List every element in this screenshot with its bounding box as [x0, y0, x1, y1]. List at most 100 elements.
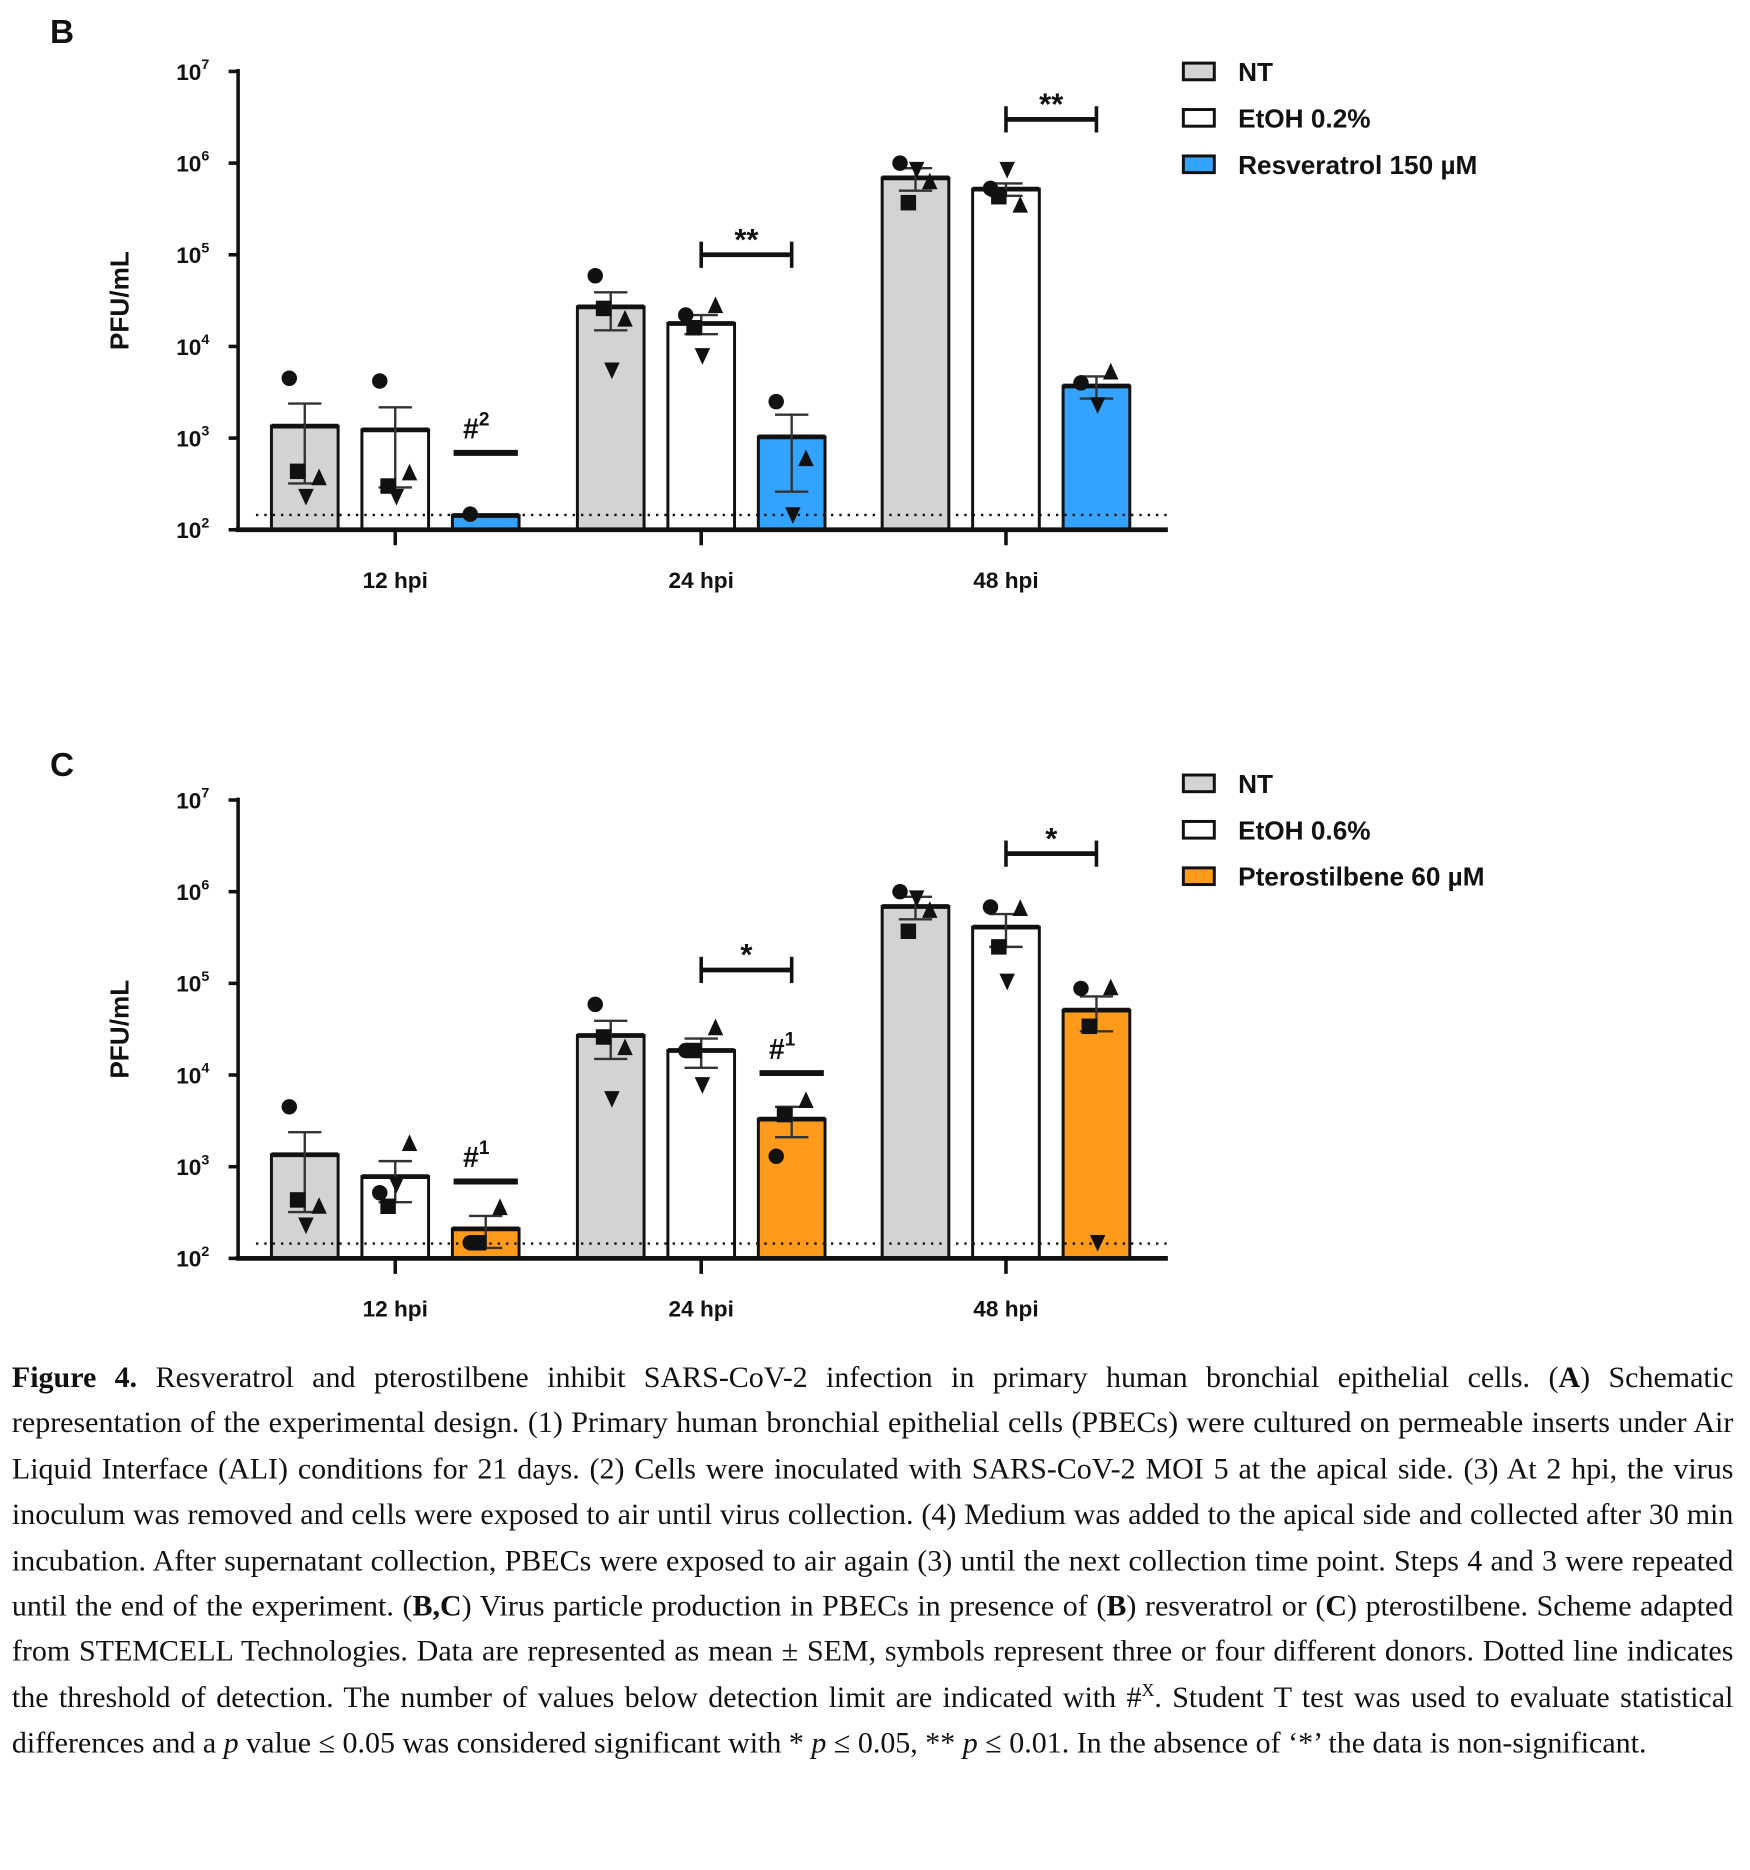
- data-point-triangle-down: [785, 507, 801, 524]
- y-tick-label: 102: [176, 515, 209, 543]
- data-point-triangle-up: [1012, 195, 1028, 213]
- caption-segment: p: [962, 1727, 978, 1760]
- y-tick-base: 10: [176, 426, 201, 451]
- caption-segment: B,C: [412, 1590, 462, 1623]
- legend-swatch: [1181, 866, 1216, 887]
- y-tick-label: 105: [176, 240, 209, 268]
- y-tick-exponent: 6: [201, 877, 209, 893]
- y-tick-label: 102: [176, 1244, 209, 1272]
- y-tick-exponent: 3: [201, 424, 209, 440]
- y-tick-base: 10: [176, 1063, 201, 1088]
- y-tick-label: 106: [176, 149, 209, 177]
- y-axis-label: PFU/mL: [105, 251, 135, 350]
- legend-swatch: [1181, 154, 1216, 175]
- y-tick-label: 103: [176, 1152, 209, 1180]
- significance-label: *: [740, 937, 753, 972]
- data-point-triangle-down: [604, 1091, 620, 1108]
- y-tick-exponent: 2: [201, 1244, 209, 1260]
- below-limit-hash: #: [769, 1034, 785, 1066]
- bar: [1061, 1008, 1132, 1260]
- y-tick-label: 103: [176, 424, 209, 452]
- y-tick-label: 104: [176, 1061, 209, 1089]
- caption-segment: ) Schematic representation of the experi…: [11, 1361, 1734, 1623]
- data-point-triangle-up: [311, 468, 327, 486]
- data-point-triangle-up: [922, 901, 938, 918]
- data-point-triangle-down: [694, 348, 711, 365]
- data-point-square: [776, 1106, 793, 1123]
- data-point-circle: [587, 996, 603, 1013]
- data-point-circle: [768, 393, 784, 410]
- data-point-square: [470, 1235, 487, 1251]
- data-point-triangle-down: [1089, 397, 1106, 414]
- data-point-triangle-down: [999, 973, 1015, 991]
- y-tick-base: 10: [176, 335, 201, 360]
- caption-segment: value ≤ 0.05 was considered significant …: [238, 1727, 812, 1760]
- data-point-triangle-down: [298, 488, 314, 506]
- data-point-circle: [462, 506, 478, 522]
- data-point-square: [686, 319, 702, 336]
- y-tick-exponent: 4: [201, 332, 209, 348]
- data-point-triangle-up: [1102, 362, 1119, 380]
- data-point-triangle-down: [604, 362, 620, 380]
- below-limit-hash: #: [463, 414, 479, 446]
- data-point-triangle-up: [798, 449, 814, 467]
- data-point-triangle-up: [401, 463, 418, 481]
- data-point-circle: [372, 373, 388, 389]
- caption-segment: ) resveratrol or (: [1126, 1590, 1326, 1623]
- data-point-circle: [372, 1184, 388, 1201]
- data-point-triangle-up: [311, 1197, 327, 1214]
- data-point-triangle-up: [798, 1091, 814, 1109]
- data-point-triangle-down: [298, 1217, 314, 1235]
- data-point-circle: [892, 155, 908, 171]
- bar: [880, 176, 951, 532]
- data-point-circle: [1073, 375, 1089, 391]
- data-point-triangle-down: [908, 161, 925, 179]
- below-limit-label: #1: [463, 1138, 490, 1174]
- y-tick-base: 10: [176, 60, 201, 85]
- data-point-circle: [892, 883, 908, 900]
- data-point-square: [686, 1042, 702, 1059]
- y-tick-base: 10: [176, 1155, 201, 1180]
- data-point-circle: [281, 1099, 298, 1115]
- legend-label: Resveratrol 150 µM: [1238, 150, 1477, 180]
- data-point-triangle-up: [707, 296, 724, 314]
- legend-swatch: [1181, 819, 1216, 840]
- legend-label: NT: [1238, 769, 1273, 799]
- y-tick-base: 10: [176, 243, 201, 268]
- significance-label: **: [734, 222, 759, 257]
- caption-segment: p: [811, 1727, 827, 1760]
- panel-letter: C: [50, 747, 74, 784]
- x-tick-label: 12 hpi: [363, 568, 428, 593]
- legend-label: NT: [1238, 57, 1273, 87]
- data-point-square: [289, 463, 306, 480]
- y-tick-exponent: 5: [201, 240, 209, 256]
- below-limit-hash: #: [463, 1142, 479, 1174]
- data-point-triangle-down: [388, 488, 405, 506]
- y-tick-label: 107: [176, 57, 209, 85]
- data-point-square: [900, 923, 917, 940]
- data-point-triangle-up: [617, 309, 633, 327]
- bar: [575, 1033, 646, 1260]
- figure-caption: Figure 4. Resveratrol and pterostilbene …: [12, 1356, 1733, 1768]
- y-tick-exponent: 6: [201, 149, 209, 165]
- data-point-circle: [768, 1148, 784, 1164]
- caption-segment: Resveratrol and pterostilbene inhibit SA…: [137, 1361, 1559, 1395]
- bar: [756, 1117, 827, 1260]
- below-limit-label: #1: [769, 1030, 796, 1066]
- caption-segment: p: [223, 1727, 239, 1760]
- legend-swatch: [1181, 108, 1216, 128]
- data-point-triangle-up: [922, 172, 938, 190]
- panel-letter: B: [50, 14, 74, 51]
- y-tick-exponent: 3: [201, 1152, 209, 1168]
- y-tick-label: 106: [176, 877, 209, 905]
- below-limit-count: 1: [785, 1030, 796, 1051]
- x-tick-label: 12 hpi: [363, 1297, 428, 1322]
- caption-segment: ) Virus particle production in PBECs in …: [461, 1590, 1107, 1623]
- data-point-triangle-down: [1089, 1235, 1106, 1252]
- data-point-triangle-up: [707, 1018, 724, 1036]
- y-tick-base: 10: [176, 880, 201, 905]
- x-tick-label: 48 hpi: [973, 568, 1038, 593]
